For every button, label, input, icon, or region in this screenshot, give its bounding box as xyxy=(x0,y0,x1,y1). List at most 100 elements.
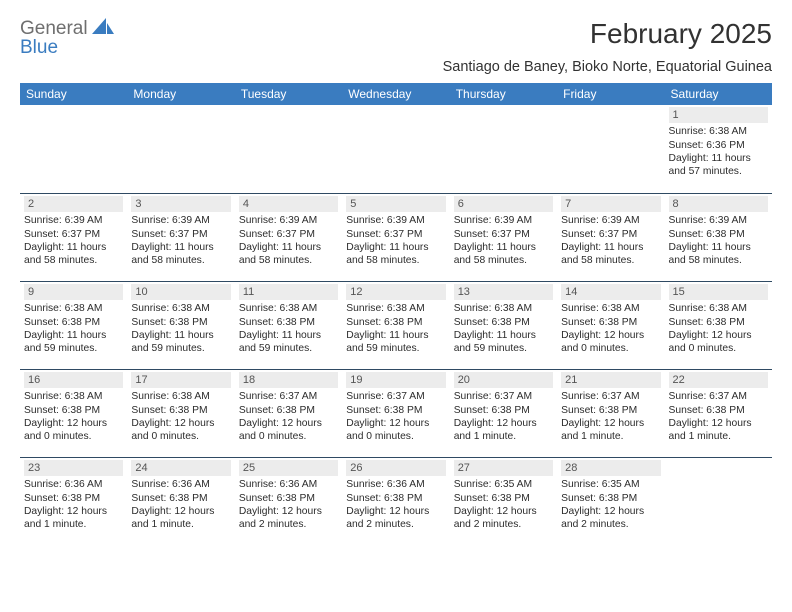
calendar-day: 3Sunrise: 6:39 AMSunset: 6:37 PMDaylight… xyxy=(127,194,234,281)
day-info-line: Daylight: 12 hours xyxy=(131,505,230,518)
day-info-line: Sunrise: 6:36 AM xyxy=(24,478,123,491)
day-info-line: Sunrise: 6:35 AM xyxy=(454,478,553,491)
day-info-line: Sunset: 6:38 PM xyxy=(24,404,123,417)
day-info-line: Daylight: 12 hours xyxy=(131,417,230,430)
day-info-line: Sunrise: 6:37 AM xyxy=(454,390,553,403)
day-info-line: Sunrise: 6:36 AM xyxy=(131,478,230,491)
day-info-line: Daylight: 12 hours xyxy=(454,417,553,430)
calendar-day xyxy=(235,105,342,193)
calendar-day: 18Sunrise: 6:37 AMSunset: 6:38 PMDayligh… xyxy=(235,370,342,457)
day-info-line: and 0 minutes. xyxy=(669,342,768,355)
day-info-line: Sunrise: 6:36 AM xyxy=(239,478,338,491)
header-tuesday: Tuesday xyxy=(235,87,342,101)
day-info-line: Sunrise: 6:37 AM xyxy=(239,390,338,403)
brand-logo-text: General Blue xyxy=(20,18,114,57)
day-number: 13 xyxy=(454,284,553,300)
day-info-line: and 1 minute. xyxy=(669,430,768,443)
day-info-line: and 2 minutes. xyxy=(561,518,660,531)
calendar-day xyxy=(127,105,234,193)
day-info-line: Sunrise: 6:38 AM xyxy=(24,390,123,403)
day-info-line: Daylight: 11 hours xyxy=(669,152,768,165)
day-info-line: Daylight: 11 hours xyxy=(346,329,445,342)
day-info-line: Sunset: 6:37 PM xyxy=(239,228,338,241)
day-info-line: and 0 minutes. xyxy=(239,430,338,443)
day-number: 21 xyxy=(561,372,660,388)
calendar-day: 26Sunrise: 6:36 AMSunset: 6:38 PMDayligh… xyxy=(342,458,449,545)
day-info-line: Sunset: 6:38 PM xyxy=(131,404,230,417)
brand-logo: General Blue xyxy=(20,18,114,57)
day-info-line: Sunset: 6:38 PM xyxy=(669,228,768,241)
day-info-line: Sunrise: 6:38 AM xyxy=(131,390,230,403)
calendar-day xyxy=(557,105,664,193)
calendar-day: 6Sunrise: 6:39 AMSunset: 6:37 PMDaylight… xyxy=(450,194,557,281)
calendar-day: 23Sunrise: 6:36 AMSunset: 6:38 PMDayligh… xyxy=(20,458,127,545)
day-number: 26 xyxy=(346,460,445,476)
day-number: 8 xyxy=(669,196,768,212)
day-number: 17 xyxy=(131,372,230,388)
day-info-line: Daylight: 11 hours xyxy=(454,329,553,342)
day-info-line: Sunrise: 6:39 AM xyxy=(669,214,768,227)
calendar-day xyxy=(665,458,772,545)
calendar-day: 5Sunrise: 6:39 AMSunset: 6:37 PMDaylight… xyxy=(342,194,449,281)
calendar-day: 12Sunrise: 6:38 AMSunset: 6:38 PMDayligh… xyxy=(342,282,449,369)
day-info-line: Daylight: 12 hours xyxy=(669,329,768,342)
day-info-line: and 59 minutes. xyxy=(24,342,123,355)
day-info-line: Sunrise: 6:38 AM xyxy=(669,125,768,138)
day-number: 23 xyxy=(24,460,123,476)
day-info-line: Sunrise: 6:38 AM xyxy=(669,302,768,315)
day-info-line: Sunrise: 6:39 AM xyxy=(239,214,338,227)
sail-icon xyxy=(92,18,114,38)
day-info-line: Daylight: 12 hours xyxy=(454,505,553,518)
calendar-day: 13Sunrise: 6:38 AMSunset: 6:38 PMDayligh… xyxy=(450,282,557,369)
calendar-body: 1Sunrise: 6:38 AMSunset: 6:36 PMDaylight… xyxy=(20,105,772,545)
day-info-line: Daylight: 12 hours xyxy=(561,505,660,518)
brand-word-1: General xyxy=(20,18,114,38)
day-info-line: Sunset: 6:37 PM xyxy=(561,228,660,241)
day-info-line: Daylight: 12 hours xyxy=(239,417,338,430)
day-info-line: Daylight: 11 hours xyxy=(239,241,338,254)
day-info-line: and 58 minutes. xyxy=(669,254,768,267)
day-info-line: Sunset: 6:38 PM xyxy=(131,316,230,329)
day-info-line: Sunrise: 6:37 AM xyxy=(669,390,768,403)
calendar-day xyxy=(342,105,449,193)
calendar-day: 16Sunrise: 6:38 AMSunset: 6:38 PMDayligh… xyxy=(20,370,127,457)
calendar-day: 17 Sunrise: 6:38 AMSunset: 6:38 PMDayligh… xyxy=(127,370,234,457)
day-number: 5 xyxy=(346,196,445,212)
calendar-week: 23Sunrise: 6:36 AMSunset: 6:38 PMDayligh… xyxy=(20,457,772,545)
calendar-day: 27Sunrise: 6:35 AMSunset: 6:38 PMDayligh… xyxy=(450,458,557,545)
day-info-line: Sunrise: 6:39 AM xyxy=(346,214,445,227)
day-info-line: and 1 minute. xyxy=(454,430,553,443)
day-info-line: Sunset: 6:38 PM xyxy=(346,492,445,505)
calendar-page: General Blue February 2025 Santiago de B… xyxy=(0,0,792,612)
day-info-line: Sunrise: 6:37 AM xyxy=(346,390,445,403)
calendar-week: 2Sunrise: 6:39 AMSunset: 6:37 PMDaylight… xyxy=(20,193,772,281)
day-info-line: and 0 minutes. xyxy=(131,430,230,443)
header-row: General Blue February 2025 xyxy=(20,18,772,57)
calendar-day: 15Sunrise: 6:38 AMSunset: 6:38 PMDayligh… xyxy=(665,282,772,369)
calendar-week: 9Sunrise: 6:38 AMSunset: 6:38 PMDaylight… xyxy=(20,281,772,369)
calendar-day: 4Sunrise: 6:39 AMSunset: 6:37 PMDaylight… xyxy=(235,194,342,281)
day-info-line: Sunset: 6:38 PM xyxy=(346,404,445,417)
day-number: 11 xyxy=(239,284,338,300)
day-info-line: Sunset: 6:38 PM xyxy=(454,316,553,329)
day-number: 28 xyxy=(561,460,660,476)
day-info-line: Sunset: 6:38 PM xyxy=(131,492,230,505)
day-info-line: Daylight: 11 hours xyxy=(24,329,123,342)
day-info-line: Daylight: 12 hours xyxy=(561,329,660,342)
day-info-line: Sunrise: 6:39 AM xyxy=(131,214,230,227)
day-info-line: Sunrise: 6:39 AM xyxy=(561,214,660,227)
calendar-day: 20Sunrise: 6:37 AMSunset: 6:38 PMDayligh… xyxy=(450,370,557,457)
day-number: 22 xyxy=(669,372,768,388)
day-info-line: Sunset: 6:38 PM xyxy=(239,404,338,417)
day-number: 10 xyxy=(131,284,230,300)
day-info-line: and 2 minutes. xyxy=(239,518,338,531)
day-info-line: Sunset: 6:38 PM xyxy=(669,404,768,417)
day-info-line: Daylight: 11 hours xyxy=(561,241,660,254)
day-info-line: and 59 minutes. xyxy=(346,342,445,355)
calendar-day: 8Sunrise: 6:39 AMSunset: 6:38 PMDaylight… xyxy=(665,194,772,281)
location-subtitle: Santiago de Baney, Bioko Norte, Equatori… xyxy=(20,59,772,75)
day-info-line: and 58 minutes. xyxy=(24,254,123,267)
day-info-line: Sunset: 6:37 PM xyxy=(346,228,445,241)
day-info-line: Sunset: 6:38 PM xyxy=(346,316,445,329)
brand-word-1-text: General xyxy=(20,19,88,38)
